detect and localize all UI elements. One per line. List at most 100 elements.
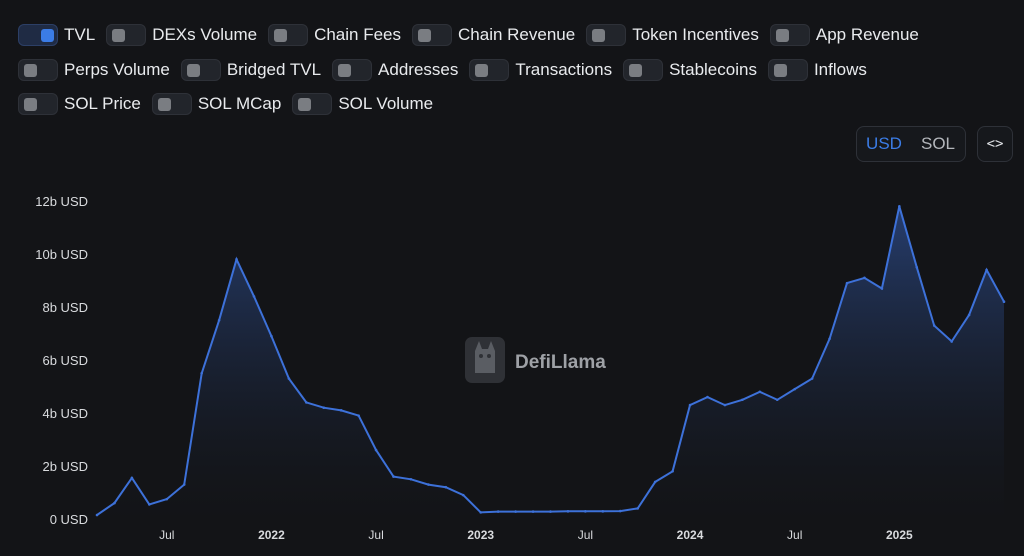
toggle-switch[interactable]	[412, 24, 453, 46]
toggle-knob	[274, 29, 288, 42]
toggle-switch[interactable]	[18, 58, 58, 81]
tvl-data-point	[636, 507, 640, 510]
toggle-label: Inflows	[813, 59, 867, 79]
watermark-text: DefiLlama	[515, 352, 606, 373]
toggle-row-1: TVL DEXs Volume Chain Fees Chain Revenue…	[18, 22, 1008, 48]
toggle-knob	[775, 29, 789, 42]
y-tick-label: 6b USD	[42, 353, 88, 368]
tvl-data-point	[758, 390, 762, 394]
x-tick-label: Jul	[159, 528, 174, 542]
tvl-data-point	[305, 401, 308, 404]
toggle-knob	[41, 29, 54, 42]
currency-usd-button[interactable]: USD	[866, 134, 902, 153]
toggle-switch[interactable]	[769, 24, 810, 46]
tvl-data-point	[985, 268, 988, 272]
tvl-data-point	[322, 406, 326, 409]
x-axis: Jul 2022 Jul 2023 Jul 2024 Jul 2025	[159, 528, 913, 542]
y-tick-label: 10b USD	[35, 247, 88, 262]
toggle-inflows[interactable]: Inflows	[767, 58, 867, 81]
toggle-label: DEXs Volume	[152, 25, 258, 44]
toggle-switch[interactable]	[18, 93, 58, 115]
tvl-data-point	[113, 501, 116, 505]
toggle-row-2: Perps Volume Bridged TVL Addresses Trans…	[18, 57, 1008, 83]
toggle-switch[interactable]	[332, 58, 373, 81]
y-axis: 0 USD 2b USD 4b USD 6b USD 8b USD 10b USD 12b …	[35, 194, 88, 527]
toggle-switch[interactable]	[469, 58, 510, 81]
x-tick-label: 2023	[467, 528, 494, 542]
tvl-data-point	[339, 409, 343, 412]
toggle-label: App Revenue	[815, 25, 919, 44]
llama-logo-icon	[465, 337, 505, 383]
toggle-row-3: SOL Price SOL MCap SOL Volume	[18, 91, 1008, 117]
toggle-label: SOL MCap	[197, 94, 282, 113]
toggle-switch[interactable]	[151, 93, 192, 115]
toggle-knob	[629, 63, 643, 77]
toggle-bridged-tvl[interactable]: Bridged TVL	[180, 58, 321, 81]
toggle-knob	[592, 29, 606, 42]
tvl-data-point	[671, 470, 674, 473]
tvl-data-point	[723, 403, 727, 407]
toggle-tvl[interactable]: TVL	[18, 24, 95, 46]
tvl-data-point	[479, 511, 483, 514]
tvl-data-point	[898, 205, 901, 208]
toggle-switch[interactable]	[106, 24, 147, 46]
tvl-data-point	[217, 318, 221, 322]
tvl-data-point	[828, 337, 831, 341]
x-tick-label: Jul	[787, 528, 802, 542]
toggle-knob	[157, 98, 171, 111]
toggle-label: Chain Revenue	[458, 25, 576, 44]
toggle-sol-mcap[interactable]: SOL MCap	[151, 93, 282, 115]
toggle-knob	[24, 98, 37, 111]
toggle-perps-volume[interactable]: Perps Volume	[18, 58, 170, 81]
toggle-switch[interactable]	[180, 58, 221, 81]
toggle-addresses[interactable]: Addresses	[332, 58, 458, 81]
tvl-data-point	[200, 371, 203, 375]
toggle-dexs-volume[interactable]: DEXs Volume	[106, 24, 257, 46]
toggle-switch[interactable]	[586, 24, 627, 46]
tvl-data-point	[915, 265, 919, 269]
toggle-knob	[186, 63, 200, 77]
tvl-data-point	[793, 387, 796, 391]
x-tick-label: Jul	[368, 528, 383, 542]
toggle-knob	[475, 63, 489, 77]
tvl-data-point	[810, 377, 814, 380]
toggle-chain-revenue[interactable]: Chain Revenue	[412, 24, 575, 46]
toggle-switch[interactable]	[268, 24, 309, 46]
toggle-switch[interactable]	[767, 58, 808, 81]
tvl-data-point	[461, 493, 465, 497]
tvl-data-point	[514, 510, 517, 513]
currency-sol-button[interactable]: SOL	[920, 134, 956, 153]
tvl-data-point	[566, 510, 570, 513]
x-tick-label: 2024	[677, 528, 704, 542]
toggle-app-revenue[interactable]: App Revenue	[769, 24, 919, 46]
tvl-data-point	[1002, 300, 1006, 303]
tvl-data-point	[182, 483, 186, 486]
tvl-data-point	[584, 510, 587, 513]
y-tick-label: 4b USD	[42, 406, 88, 421]
toggle-knob	[298, 98, 312, 111]
tvl-data-point	[270, 334, 273, 338]
watermark: DefiLlama	[465, 337, 606, 383]
toggle-label: SOL Volume	[338, 94, 434, 113]
tvl-data-point	[427, 483, 430, 486]
tvl-area-fill	[97, 206, 1004, 520]
toggle-token-incentives[interactable]: Token Incentives	[586, 24, 759, 46]
tvl-data-point	[531, 510, 535, 513]
tvl-data-point	[775, 398, 779, 402]
toggle-chain-fees[interactable]: Chain Fees	[268, 24, 401, 46]
toggle-switch[interactable]	[292, 93, 333, 115]
toggle-switch[interactable]	[623, 58, 664, 81]
tvl-data-point	[409, 477, 413, 481]
toggle-switch[interactable]	[18, 24, 58, 46]
tvl-data-point	[130, 476, 134, 480]
embed-code-button[interactable]: <>	[977, 126, 1013, 162]
tvl-data-point	[392, 475, 395, 478]
tvl-data-point	[235, 258, 238, 261]
toggle-sol-volume[interactable]: SOL Volume	[292, 93, 433, 115]
tvl-data-point	[967, 313, 971, 317]
toggle-stablecoins[interactable]: Stablecoins	[623, 58, 757, 81]
toggle-sol-price[interactable]: SOL Price	[18, 93, 141, 115]
toggle-transactions[interactable]: Transactions	[469, 58, 612, 81]
tvl-data-point	[618, 509, 622, 513]
toggle-knob	[338, 63, 352, 77]
